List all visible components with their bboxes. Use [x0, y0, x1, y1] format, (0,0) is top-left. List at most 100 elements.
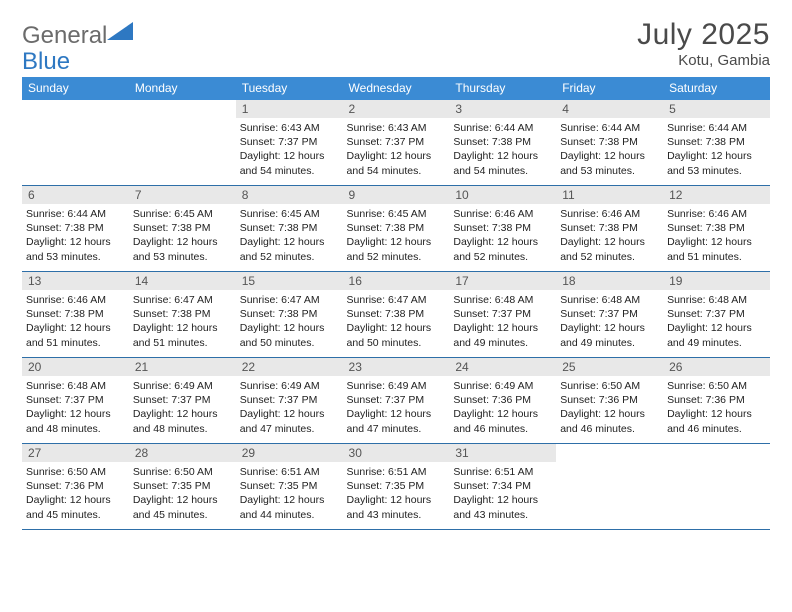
daylight-line: Daylight: 12 hours and 49 minutes.: [453, 322, 538, 348]
day-number: 21: [129, 358, 236, 376]
day-number: 20: [22, 358, 129, 376]
sunrise-line: Sunrise: 6:45 AM: [347, 208, 427, 220]
day-details: Sunrise: 6:48 AMSunset: 7:37 PMDaylight:…: [663, 290, 770, 354]
sunrise-line: Sunrise: 6:50 AM: [26, 466, 106, 478]
sunset-line: Sunset: 7:37 PM: [667, 308, 745, 320]
day-number: 14: [129, 272, 236, 290]
weekday-header: Wednesday: [343, 77, 450, 100]
sunrise-line: Sunrise: 6:51 AM: [347, 466, 427, 478]
sunset-line: Sunset: 7:38 PM: [560, 136, 638, 148]
daylight-line: Daylight: 12 hours and 54 minutes.: [240, 150, 325, 176]
day-cell: 9Sunrise: 6:45 AMSunset: 7:38 PMDaylight…: [343, 186, 450, 272]
daylight-line: Daylight: 12 hours and 49 minutes.: [667, 322, 752, 348]
sunset-line: Sunset: 7:35 PM: [240, 480, 318, 492]
day-details: Sunrise: 6:47 AMSunset: 7:38 PMDaylight:…: [236, 290, 343, 354]
day-cell: 3Sunrise: 6:44 AMSunset: 7:38 PMDaylight…: [449, 100, 556, 186]
sunrise-line: Sunrise: 6:45 AM: [240, 208, 320, 220]
day-details: Sunrise: 6:44 AMSunset: 7:38 PMDaylight:…: [22, 204, 129, 268]
day-details: Sunrise: 6:49 AMSunset: 7:37 PMDaylight:…: [343, 376, 450, 440]
day-number: 31: [449, 444, 556, 462]
day-number: 4: [556, 100, 663, 118]
day-cell: 29Sunrise: 6:51 AMSunset: 7:35 PMDayligh…: [236, 444, 343, 530]
day-cell: 17Sunrise: 6:48 AMSunset: 7:37 PMDayligh…: [449, 272, 556, 358]
day-cell: 27Sunrise: 6:50 AMSunset: 7:36 PMDayligh…: [22, 444, 129, 530]
daylight-line: Daylight: 12 hours and 52 minutes.: [560, 236, 645, 262]
weekday-header: Thursday: [449, 77, 556, 100]
sunset-line: Sunset: 7:38 PM: [560, 222, 638, 234]
daylight-line: Daylight: 12 hours and 53 minutes.: [667, 150, 752, 176]
sunset-line: Sunset: 7:37 PM: [560, 308, 638, 320]
day-details: Sunrise: 6:50 AMSunset: 7:36 PMDaylight:…: [663, 376, 770, 440]
daylight-line: Daylight: 12 hours and 53 minutes.: [133, 236, 218, 262]
daylight-line: Daylight: 12 hours and 52 minutes.: [347, 236, 432, 262]
sunset-line: Sunset: 7:38 PM: [26, 308, 104, 320]
day-number: 15: [236, 272, 343, 290]
day-cell: 30Sunrise: 6:51 AMSunset: 7:35 PMDayligh…: [343, 444, 450, 530]
day-number: 30: [343, 444, 450, 462]
day-details: Sunrise: 6:51 AMSunset: 7:35 PMDaylight:…: [343, 462, 450, 526]
day-number: 16: [343, 272, 450, 290]
day-cell: 28Sunrise: 6:50 AMSunset: 7:35 PMDayligh…: [129, 444, 236, 530]
daylight-line: Daylight: 12 hours and 54 minutes.: [453, 150, 538, 176]
day-number: 7: [129, 186, 236, 204]
sunset-line: Sunset: 7:36 PM: [453, 394, 531, 406]
day-details: Sunrise: 6:51 AMSunset: 7:34 PMDaylight:…: [449, 462, 556, 526]
weekday-header: Tuesday: [236, 77, 343, 100]
sunset-line: Sunset: 7:38 PM: [347, 222, 425, 234]
daylight-line: Daylight: 12 hours and 45 minutes.: [26, 494, 111, 520]
sunrise-line: Sunrise: 6:43 AM: [347, 122, 427, 134]
daylight-line: Daylight: 12 hours and 49 minutes.: [560, 322, 645, 348]
day-details: Sunrise: 6:46 AM Sunset: 7:38 PM Daylight:…: [22, 290, 129, 354]
day-details: Sunrise: 6:46 AMSunset: 7:38 PMDaylight:…: [449, 204, 556, 268]
sunset-line: Sunset: 7:38 PM: [240, 308, 318, 320]
day-number: 3: [449, 100, 556, 118]
day-details: Sunrise: 6:45 AM Sunset: 7:38 PM Daylight:…: [343, 204, 450, 268]
logo-triangle-icon: [107, 20, 133, 45]
day-cell: 22Sunrise: 6:49 AMSunset: 7:37 PMDayligh…: [236, 358, 343, 444]
sunrise-line: Sunrise: 6:44 AM: [26, 208, 106, 220]
sunrise-line: Sunrise: 6:47 AM: [240, 294, 320, 306]
sunrise-line: Sunrise: 6:47 AM: [347, 294, 427, 306]
logo-text-blue: Blue: [22, 48, 70, 75]
day-cell: 16Sunrise: 6:47 AMSunset: 7:38 PMDayligh…: [343, 272, 450, 358]
day-cell: 11Sunrise: 6:46 AMSunset: 7:38 PMDayligh…: [556, 186, 663, 272]
sunrise-line: Sunrise: 6:49 AM: [347, 380, 427, 392]
daylight-line: Daylight: 12 hours and 53 minutes.: [26, 236, 111, 262]
sunrise-line: Sunrise: 6:48 AM: [560, 294, 640, 306]
sunrise-line: Sunrise: 6:49 AM: [453, 380, 533, 392]
empty-cell: [663, 444, 770, 530]
day-cell: 20Sunrise: 6:48 AMSunset: 7:37 PMDayligh…: [22, 358, 129, 444]
day-cell: 19Sunrise: 6:48 AMSunset: 7:37 PMDayligh…: [663, 272, 770, 358]
sunrise-line: Sunrise: 6:51 AM: [240, 466, 320, 478]
sunset-line: Sunset: 7:37 PM: [133, 394, 211, 406]
day-cell: 12Sunrise: 6:46 AMSunset: 7:38 PMDayligh…: [663, 186, 770, 272]
day-details: Sunrise: 6:50 AMSunset: 7:36 PMDaylight:…: [556, 376, 663, 440]
day-details: Sunrise: 6:43 AMSunset: 7:37 PMDaylight:…: [343, 118, 450, 182]
day-details: Sunrise: 6:44 AMSunset: 7:38 PMDaylight:…: [556, 118, 663, 182]
day-details: Sunrise: 6:46 AMSunset: 7:38 PMDaylight:…: [663, 204, 770, 268]
day-number: 10: [449, 186, 556, 204]
daylight-line: Daylight: 12 hours and 47 minutes.: [240, 408, 325, 434]
day-details: Sunrise: 6:50 AMSunset: 7:36 PMDaylight:…: [22, 462, 129, 526]
sunrise-line: Sunrise: 6:46 AM: [26, 294, 106, 306]
sunrise-line: Sunrise: 6:48 AM: [26, 380, 106, 392]
calendar-row: 27Sunrise: 6:50 AMSunset: 7:36 PMDayligh…: [22, 444, 770, 530]
day-details: Sunrise: 6:45 AMSunset: 7:38 PMDaylight:…: [236, 204, 343, 268]
daylight-line: Daylight: 12 hours and 51 minutes.: [26, 322, 111, 348]
empty-cell: [22, 100, 129, 186]
sunrise-line: Sunrise: 6:43 AM: [240, 122, 320, 134]
day-cell: 5Sunrise: 6:44 AMSunset: 7:38 PMDaylight…: [663, 100, 770, 186]
day-cell: 10Sunrise: 6:46 AMSunset: 7:38 PMDayligh…: [449, 186, 556, 272]
sunrise-line: Sunrise: 6:44 AM: [453, 122, 533, 134]
sunrise-line: Sunrise: 6:45 AM: [133, 208, 213, 220]
day-number: 19: [663, 272, 770, 290]
sunset-line: Sunset: 7:36 PM: [667, 394, 745, 406]
weekday-header-row: SundayMondayTuesdayWednesdayThursdayFrid…: [22, 77, 770, 100]
day-details: Sunrise: 6:44 AMSunset: 7:38 PMDaylight:…: [663, 118, 770, 182]
logo-blue-wrap: Blue: [22, 48, 70, 76]
daylight-line: Daylight: 12 hours and 43 minutes.: [453, 494, 538, 520]
day-cell: 6Sunrise: 6:44 AMSunset: 7:38 PMDaylight…: [22, 186, 129, 272]
day-details: Sunrise: 6:51 AMSunset: 7:35 PMDaylight:…: [236, 462, 343, 526]
day-number: 8: [236, 186, 343, 204]
day-cell: 18Sunrise: 6:48 AMSunset: 7:37 PMDayligh…: [556, 272, 663, 358]
